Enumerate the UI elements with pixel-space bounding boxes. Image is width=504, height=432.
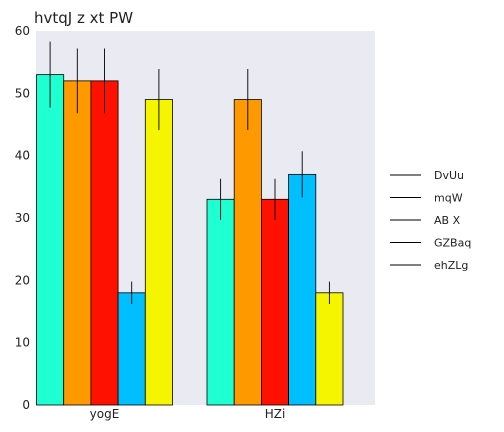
x-tick-label: HZi [265,407,286,421]
legend-label: ehZLg [434,259,468,272]
bar-HZi-DvUu [206,198,235,406]
bar-yogE-DvUu [36,74,65,406]
y-tick-label: 30 [15,211,30,225]
bar-HZi-mqW [233,99,262,406]
y-tick-label: 40 [15,149,30,163]
legend-label: GZBaq [434,237,471,250]
legend-label: AB X [434,214,461,227]
bar-yogE-AB-X [90,80,119,406]
bar-yogE-ehZLg [144,99,173,406]
bar-HZi-GZBaq [288,173,317,406]
bar-HZi-AB-X [260,198,289,406]
legend-label: mqW [434,192,463,205]
legend-label: DvUu [434,169,464,182]
bar-yogE-mqW [63,80,92,406]
chart-title: hvtqJ z xt PW [34,9,133,27]
bar-yogE-GZBaq [117,292,146,406]
bar-HZi-ehZLg [315,292,344,406]
y-tick-label: 20 [15,273,30,287]
y-tick-label: 10 [15,336,30,350]
x-tick-label: yogE [90,407,120,421]
y-tick-label: 0 [22,398,30,412]
y-tick-label: 50 [15,86,30,100]
y-tick-label: 60 [15,24,30,38]
